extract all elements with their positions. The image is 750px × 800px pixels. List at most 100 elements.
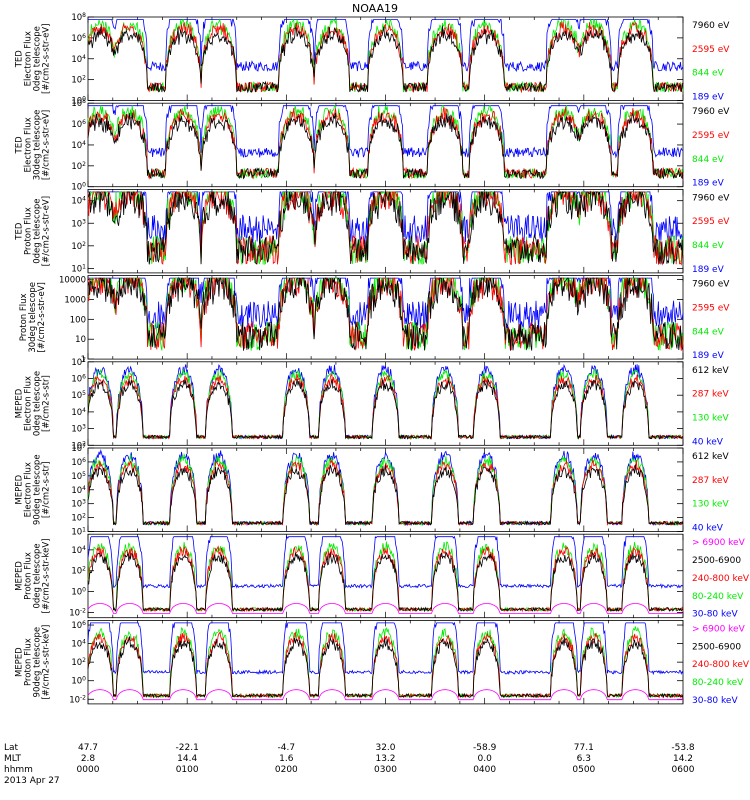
legend-entry: 2500-6900 — [692, 556, 741, 566]
panel-1: 100 102 104 106 108 TEDElectron Flux0deg tele… — [15, 12, 731, 107]
legend-entry: 2500-6900 — [692, 642, 741, 652]
y-tick-label: 100 — [70, 315, 86, 325]
legend-entry: 130 keV — [692, 413, 729, 423]
footer-value: 14.2 — [673, 754, 693, 764]
footer-value: 2.8 — [81, 754, 96, 764]
y-tick-label: 1000 — [64, 295, 86, 305]
legend-entry: 844 eV — [692, 327, 725, 337]
footer-value: 13.2 — [375, 754, 395, 764]
y-tick-label: 10-2 — [69, 694, 86, 705]
legend-entry: 2595 eV — [692, 131, 730, 141]
legend-entry: 80-240 keV — [692, 592, 744, 602]
series-trace-black — [87, 636, 684, 699]
y-tick-label: 100 — [71, 587, 86, 598]
series-trace-black — [87, 25, 684, 94]
series-trace-black — [87, 190, 684, 265]
y-tick-label: 102 — [71, 161, 86, 172]
series-trace-blue — [88, 104, 684, 159]
footer-row-label: MLT — [4, 754, 22, 764]
y-tick-label: 104 — [71, 407, 86, 418]
y-axis-label: TEDProton Flux0deg telescope[#/cm2-s-str… — [15, 196, 52, 266]
panel-3: 101 102 103 104 TEDProton Flux0deg telescope… — [15, 188, 730, 275]
y-tick-label: 108 — [71, 12, 86, 23]
y-tick-label: 100 — [71, 182, 86, 193]
y-tick-label: 1 — [81, 355, 86, 365]
series-trace-black — [87, 378, 684, 440]
legend-entry: 80-240 keV — [692, 678, 744, 688]
legend-entry: 2595 eV — [692, 45, 730, 55]
legend-entry: 240-800 keV — [692, 660, 750, 670]
series-trace-magenta — [87, 689, 683, 701]
y-tick-label: 103 — [71, 424, 86, 435]
y-tick-label: 100 — [71, 676, 86, 687]
y-tick-label: 104 — [71, 140, 86, 151]
legend-entry: 189 eV — [692, 351, 725, 361]
legend-entry: 287 keV — [692, 390, 729, 400]
y-tick-label: 104 — [71, 54, 86, 65]
y-tick-label: 104 — [71, 545, 86, 556]
footer-value: 6.3 — [577, 754, 591, 764]
series-trace-blue — [87, 535, 684, 590]
series-trace-green — [87, 276, 684, 352]
footer-row-label: Lat — [4, 743, 19, 753]
footer-value: 0.0 — [478, 754, 493, 764]
y-tick-label: 100 — [71, 96, 86, 107]
y-tick-label: 105 — [71, 390, 86, 401]
footer-value: -58.9 — [473, 743, 497, 753]
y-tick-label: 107 — [71, 357, 86, 368]
y-tick-label: 102 — [71, 440, 86, 451]
footer-value: -4.7 — [278, 743, 296, 753]
footer-value: 0300 — [374, 765, 397, 775]
panel-2: 100 102 104 106 108 TEDElectron Flux30deg tel… — [15, 98, 731, 193]
y-tick-label: 104 — [71, 196, 86, 207]
y-tick-label: 103 — [71, 499, 86, 510]
series-trace-red — [87, 545, 684, 613]
series-trace-red — [87, 459, 684, 527]
footer-value: 0100 — [176, 765, 199, 775]
y-tick-label: 108 — [71, 98, 86, 109]
y-tick-label: 10 — [75, 335, 86, 345]
footer-value: 1.6 — [279, 754, 294, 764]
legend-entry: 844 eV — [692, 69, 725, 79]
y-tick-label: 102 — [71, 75, 86, 86]
footer-value: 0200 — [275, 765, 298, 775]
y-tick-label: 10-2 — [69, 607, 86, 618]
legend-entry: 189 eV — [692, 265, 725, 275]
panels: 100 102 104 106 108 TEDElectron Flux0deg tele… — [15, 12, 750, 706]
y-tick-label: 10000 — [59, 276, 86, 286]
legend-entry: 7960 eV — [692, 107, 730, 117]
series-trace-magenta — [87, 603, 683, 614]
figure-title: NOAA19 — [352, 2, 398, 15]
legend-entry: 844 eV — [692, 155, 725, 165]
y-axis-label: TEDElectron Flux30deg telescope[#/cm2-s-… — [15, 110, 52, 181]
y-tick-label: 102 — [71, 241, 86, 252]
legend-entry: 240-800 keV — [692, 574, 750, 584]
footer-value: 0000 — [77, 765, 100, 775]
y-axis-label: Proton Flux30deg telescope[#/cm2-s-str-e… — [19, 282, 47, 353]
legend-entry: 30-80 keV — [692, 696, 738, 706]
series-trace-green — [87, 368, 684, 440]
y-tick-label: 106 — [71, 374, 86, 385]
y-axis-label: MEPEDElectron Flux0deg telescope[#/cm2-s… — [15, 371, 52, 436]
footer-value: 0600 — [672, 765, 695, 775]
legend-entry: 7960 eV — [692, 193, 730, 203]
panel-6: 101 102 103 104 105 106 107 MEPEDElectron Flux9… — [15, 443, 730, 538]
y-tick-label: 106 — [71, 620, 86, 631]
y-tick-label: 102 — [71, 513, 86, 524]
footer-value: -53.8 — [671, 743, 695, 753]
y-tick-label: 107 — [71, 443, 86, 454]
footer-value: 0400 — [473, 765, 496, 775]
y-tick-label: 105 — [71, 471, 86, 482]
y-axis-label: MEPEDProton Flux0deg telescope[#/cm2-s-s… — [15, 538, 52, 613]
y-tick-label: 103 — [71, 218, 86, 229]
series-trace-blue — [87, 363, 684, 440]
y-axis-label: MEPEDProton Flux90deg telescope[#/cm2-s-… — [15, 625, 52, 700]
series-trace-red — [87, 373, 684, 440]
footer: Lat 47.7 -22.1 -4.7 32.0 -58.9 77.1 -53.8 MLT 2.8… — [4, 743, 695, 786]
legend-entry: 844 eV — [692, 241, 725, 251]
legend-entry: 130 keV — [692, 500, 729, 510]
y-tick-label: 101 — [71, 263, 86, 274]
legend-entry: 2595 eV — [692, 217, 730, 227]
panel-7: 10-2 100 102 104 MEPEDProton Flux0deg telesc… — [15, 533, 750, 620]
series-trace-blue — [88, 18, 684, 73]
